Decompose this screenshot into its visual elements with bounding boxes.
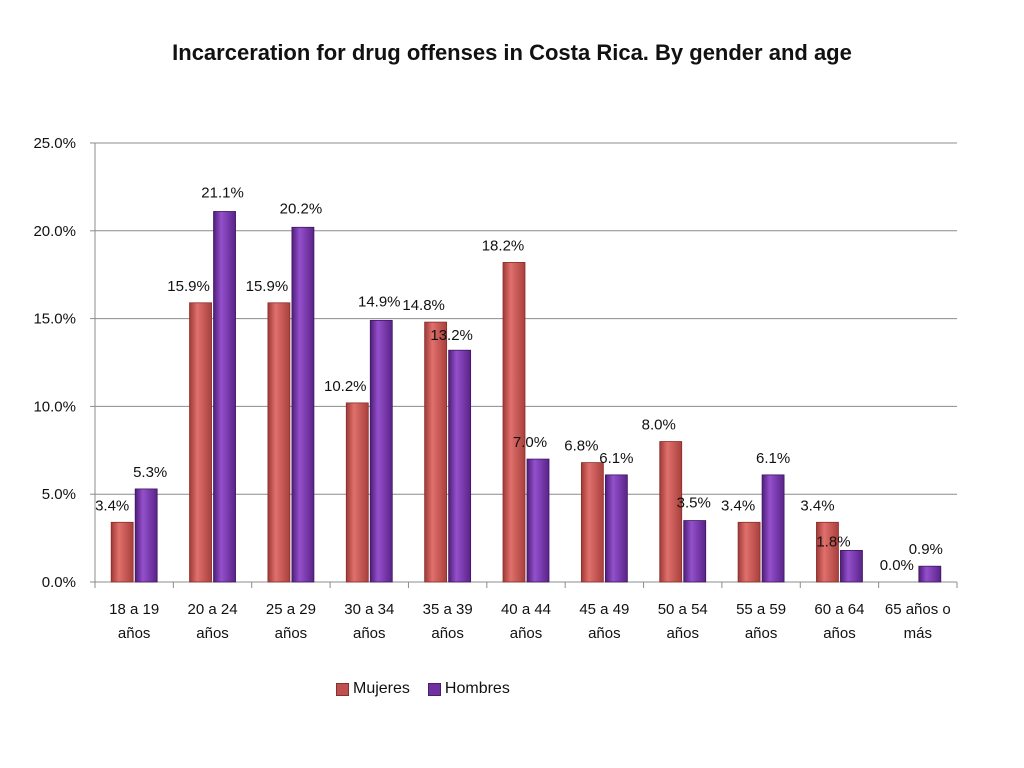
bar-mujeres-4	[424, 321, 448, 583]
x-axis: 18 a 19 años 20 a 24 años 25 a 29 años 30 a 34…	[94, 581, 958, 642]
data-label-mujeres-2: 15.9%	[246, 278, 289, 295]
data-label-hombres-3: 14.9%	[358, 293, 401, 310]
legend: Mujeres Hombres	[336, 680, 510, 698]
y-tick-label: 20.0%	[33, 223, 76, 240]
bar-mujeres-0	[110, 521, 134, 583]
y-axis: 0.0% 5.0% 10.0% 15.0% 20.0% 25.0%	[33, 135, 96, 591]
data-label-mujeres-3: 10.2%	[324, 378, 367, 395]
x-tick-label: 60 a 64 años	[814, 601, 864, 642]
x-tick-label: 45 a 49 años	[579, 601, 629, 642]
data-label-hombres-9: 1.8%	[816, 533, 850, 550]
data-label-mujeres-8: 3.4%	[721, 497, 755, 514]
bar-mujeres-9	[816, 521, 839, 583]
legend-swatch-hombres	[427, 682, 441, 696]
bar-hombres-1	[213, 211, 236, 583]
y-tick-label: 0.0%	[42, 574, 76, 591]
data-label-hombres-8: 6.1%	[756, 450, 790, 467]
y-tick-label: 5.0%	[42, 486, 76, 503]
data-label-mujeres-1: 15.9%	[167, 278, 210, 295]
legend-label-mujeres: Mujeres	[353, 680, 410, 697]
bar-hombres-7	[683, 520, 707, 583]
data-label-mujeres-0: 3.4%	[95, 497, 129, 514]
data-label-hombres-10: 0.9%	[909, 541, 943, 558]
legend-item-mujeres: Mujeres	[336, 680, 410, 698]
legend-swatch-mujeres	[336, 682, 349, 696]
data-label-mujeres-4: 14.8%	[402, 297, 445, 314]
bar-mujeres-1	[189, 302, 212, 583]
data-label-mujeres-5: 18.2%	[482, 237, 525, 254]
data-label-hombres-6: 6.1%	[599, 450, 633, 467]
y-tick-label: 25.0%	[33, 135, 76, 152]
data-label-hombres-4: 13.2%	[430, 327, 473, 344]
bar-mujeres-2	[267, 302, 291, 583]
data-label-mujeres-7: 8.0%	[642, 417, 676, 434]
bar-mujeres-6	[580, 462, 604, 583]
data-label-hombres-2: 20.2%	[280, 200, 323, 217]
bar-hombres-5	[526, 458, 550, 583]
bar-mujeres-3	[345, 402, 369, 583]
x-tick-label: 65 años o más	[885, 601, 951, 642]
x-tick-label: 35 a 39 años	[423, 601, 473, 642]
legend-label-hombres: Hombres	[444, 680, 510, 697]
y-tick-label: 15.0%	[33, 311, 76, 328]
legend-item-hombres: Hombres	[427, 680, 510, 698]
bar-hombres-6	[604, 474, 628, 583]
bar-mujeres-7	[659, 441, 683, 583]
bar-hombres-10	[918, 565, 942, 583]
x-tick-label: 50 a 54 años	[658, 601, 708, 642]
data-label-mujeres-6: 6.8%	[564, 438, 598, 455]
data-label-hombres-7: 3.5%	[677, 495, 711, 512]
data-label-mujeres-10: 0.0%	[880, 557, 914, 574]
bar-hombres-3	[369, 319, 393, 583]
bar-hombres-9	[840, 549, 863, 583]
bar-hombres-8	[761, 474, 785, 583]
data-label-hombres-5: 7.0%	[513, 434, 547, 451]
x-tick-label: 20 a 24 años	[188, 601, 238, 642]
bars	[110, 211, 942, 583]
bar-hombres-2	[291, 226, 315, 583]
bar-hombres-4	[448, 349, 472, 583]
bar-hombres-0	[134, 488, 158, 583]
x-tick-label: 40 a 44 años	[501, 601, 551, 642]
x-tick-label: 55 a 59 años	[736, 601, 786, 642]
y-tick-label: 10.0%	[33, 398, 76, 415]
data-labels: 3.4% 15.9% 15.9% 10.2% 14.8% 18.2% 6.8% 8.0% 3.4…	[95, 184, 943, 574]
data-label-mujeres-9: 3.4%	[800, 497, 834, 514]
bar-mujeres-5	[502, 262, 526, 583]
x-tick-label: 30 a 34 años	[344, 601, 394, 642]
x-tick-label: 18 a 19 años	[109, 601, 159, 642]
data-label-hombres-1: 21.1%	[201, 184, 244, 201]
x-tick-label: 25 a 29 años	[266, 601, 316, 642]
chart-title: Incarceration for drug offenses in Costa…	[172, 40, 852, 65]
data-label-hombres-0: 5.3%	[133, 464, 167, 481]
bar-mujeres-8	[737, 521, 761, 583]
